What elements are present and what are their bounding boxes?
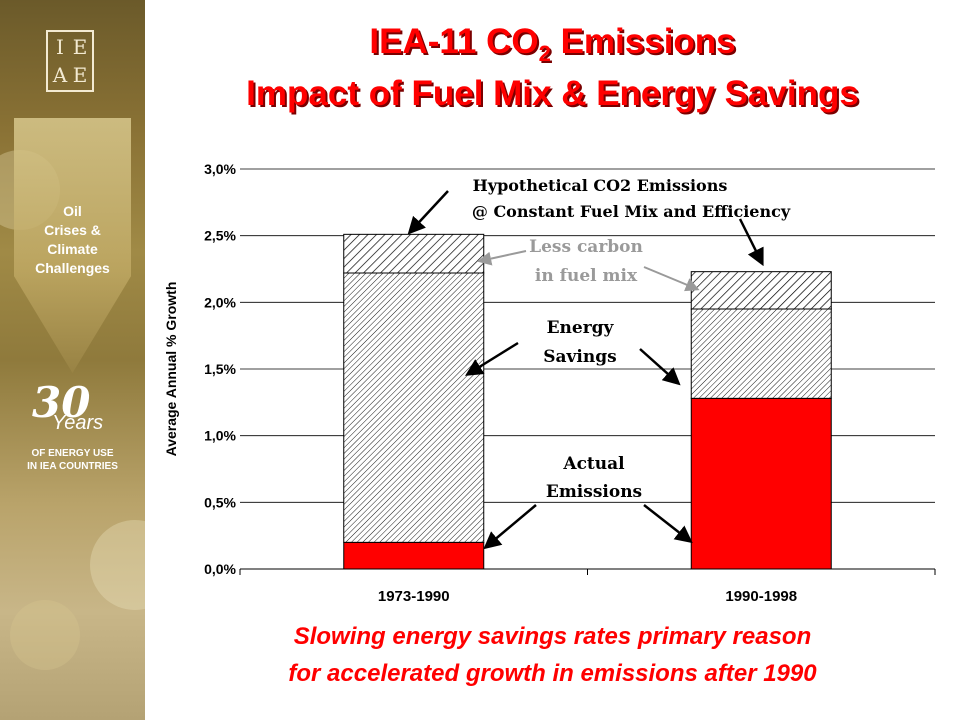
sidebar-subtitle-2: IN IEA COUNTRIES: [27, 461, 118, 472]
x-tick-labels: 1973-1990 1990-1998: [378, 588, 797, 605]
bar-segment-less-carbon-in-fuel-mix: [343, 233, 485, 274]
bars: [343, 233, 832, 570]
x-tick-label: 1973-1990: [378, 588, 450, 605]
logo-letter: E: [72, 35, 88, 59]
arrow-less-carbon-left: [477, 250, 527, 266]
y-tick-label: 0,0%: [204, 561, 236, 577]
less-carbon-label: Less carbon: [529, 237, 643, 257]
title-main: IEA-11 CO: [369, 22, 539, 61]
hypothetical-label: @ Constant Fuel Mix and Efficiency: [472, 202, 791, 221]
years-label: Years: [52, 412, 104, 434]
theme-line: Crises &: [44, 222, 101, 238]
title-line-2: Impact of Fuel Mix & Energy Savings: [246, 74, 859, 113]
y-axis-label: Average Annual % Growth: [163, 282, 179, 457]
thirty-label: 30: [32, 378, 91, 427]
energy-savings-label: Savings: [543, 347, 616, 367]
logo-letter: I: [56, 35, 64, 59]
stacked-bar-chart: 0,0%0,5%1,0%1,5%2,0%2,5%3,0% 1973-1990 19…: [163, 161, 936, 605]
arrow-hypothetical-left: [407, 190, 449, 235]
arrow-actual-right: [643, 504, 693, 544]
energy-savings-label: Energy: [547, 318, 615, 338]
arrow-energy-left: [465, 341, 519, 376]
y-tick-label: 2,0%: [204, 294, 236, 310]
logo-letter: A: [52, 63, 68, 87]
bar-segment-energy-savings: [690, 308, 832, 399]
sidebar-theme: Oil Crises & Climate Challenges: [0, 202, 145, 278]
y-tick-label: 0,5%: [204, 494, 236, 510]
y-tick-label: 1,0%: [204, 428, 236, 444]
footer-line-2: for accelerated growth in emissions afte…: [288, 660, 817, 687]
y-tick-labels: 0,0% 0,5% 1,0% 1,5% 2,0% 2,5% 3,0%: [204, 161, 236, 577]
y-tick-label: 3,0%: [204, 161, 236, 177]
logo-letter: E: [72, 63, 88, 87]
less-carbon-label: in fuel mix: [535, 266, 638, 286]
sidebar: I E A E Oil Crises & Climate Challenges …: [0, 0, 145, 720]
arrow-energy-right: [639, 348, 681, 386]
bar-segment-actual-emissions: [690, 397, 832, 570]
footer-line-1: Slowing energy savings rates primary rea…: [293, 623, 812, 650]
title-subscript: 2: [538, 41, 551, 66]
arrow-actual-left: [483, 504, 537, 550]
y-tick-label: 2,5%: [204, 228, 236, 244]
arrow-less-carbon-right: [643, 266, 700, 292]
iea-logo: I E A E: [46, 30, 94, 92]
theme-line: Climate: [47, 241, 98, 257]
hypothetical-label: Hypothetical CO2 Emissions: [473, 176, 728, 195]
title-line-1: IEA-11 CO2 Emissions: [145, 22, 960, 66]
title-tail: Emissions: [550, 22, 736, 61]
theme-line: Oil: [63, 203, 82, 219]
actual-emissions-label: Actual: [562, 454, 625, 474]
arrow-hypothetical-right: [738, 218, 764, 267]
actual-emissions-label: Emissions: [546, 482, 642, 502]
x-tick-label: 1990-1998: [725, 588, 797, 605]
bar-segment-actual-emissions: [343, 541, 485, 570]
theme-line: Challenges: [35, 260, 110, 276]
bar-segment-less-carbon-in-fuel-mix: [690, 271, 832, 310]
sidebar-subtitle-1: OF ENERGY USE: [31, 448, 114, 459]
y-tick-label: 1,5%: [204, 361, 236, 377]
bar-segment-energy-savings: [343, 272, 485, 543]
